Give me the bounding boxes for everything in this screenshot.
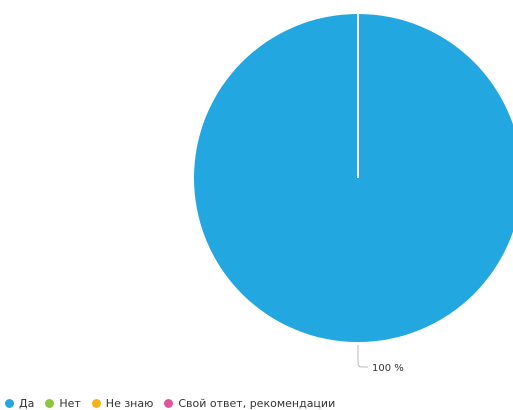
legend-label-svoy-otvet: Свой ответ, рекомендации bbox=[178, 396, 336, 410]
legend-label-net: Нет bbox=[59, 396, 81, 410]
legend-swatch-svoy-otvet bbox=[164, 398, 174, 408]
legend-swatch-ne-znayu bbox=[91, 398, 101, 408]
pie-chart: 100 % bbox=[194, 14, 513, 374]
leader-line bbox=[357, 345, 368, 368]
legend-item-svoy-otvet[interactable]: Свой ответ, рекомендации bbox=[164, 397, 335, 410]
legend-label-da: Да bbox=[19, 396, 35, 410]
slice-да[interactable] bbox=[194, 14, 513, 342]
data-labels: 100 % bbox=[372, 363, 404, 374]
legend-label-ne-znayu: Не знаю bbox=[105, 396, 154, 410]
legend-swatch-da bbox=[5, 398, 14, 408]
leader-lines bbox=[357, 345, 368, 368]
legend: Да Нет Не знаю Свой ответ, рекомендации bbox=[5, 396, 346, 410]
data-label: 100 % bbox=[372, 363, 404, 374]
pie-slices bbox=[194, 14, 513, 342]
legend-swatch-net bbox=[45, 398, 55, 408]
legend-item-net[interactable]: Нет bbox=[45, 396, 81, 410]
legend-item-ne-znayu[interactable]: Не знаю bbox=[91, 396, 154, 410]
legend-item-da[interactable]: Да bbox=[5, 397, 34, 410]
